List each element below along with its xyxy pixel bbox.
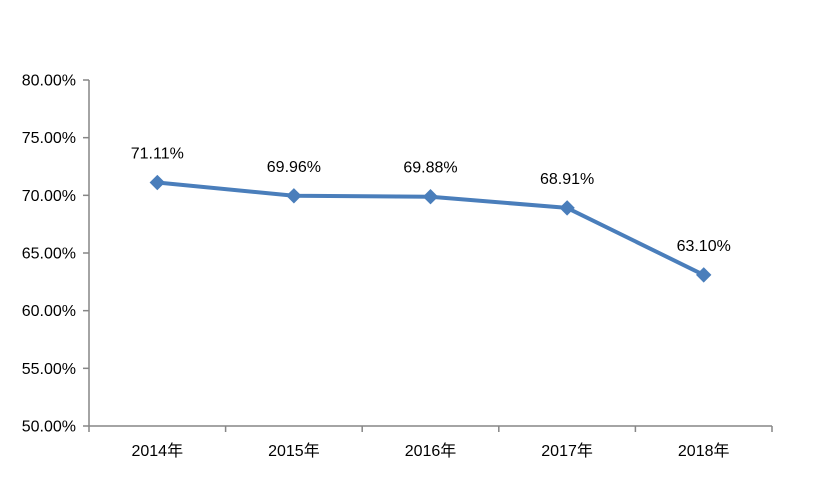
data-label: 69.96%	[267, 159, 321, 176]
y-axis: 50.00% 55.00% 60.00% 65.00% 70.00% 75.00% 80.0…	[22, 73, 90, 436]
data-point-marker	[286, 188, 302, 204]
x-axis: 2014年 2015年 2016年 2017年 2018年	[88, 425, 773, 460]
x-tick-label: 2015年	[268, 442, 320, 460]
data-label: 63.10%	[677, 238, 731, 255]
y-tick-label: 70.00%	[22, 188, 76, 205]
x-tick-label: 2017年	[541, 442, 593, 460]
y-tick-label: 50.00%	[22, 419, 76, 436]
y-tick-label: 65.00%	[22, 246, 76, 263]
y-tick-label: 80.00%	[22, 73, 76, 90]
series-group	[149, 174, 712, 283]
data-point-marker	[559, 200, 575, 216]
x-tick-label: 2016年	[405, 442, 457, 460]
y-tick-label: 55.00%	[22, 361, 76, 378]
data-label: 71.11%	[131, 146, 184, 163]
data-label: 68.91%	[540, 171, 594, 188]
data-label: 69.88%	[403, 160, 457, 177]
y-tick-label: 75.00%	[22, 130, 76, 147]
data-point-marker	[695, 267, 712, 283]
y-tick-label: 60.00%	[22, 303, 76, 320]
x-tick-label: 2014年	[131, 442, 183, 460]
data-labels: 71.11% 69.96% 69.88% 68.91% 63.10%	[131, 146, 731, 255]
x-tick-label: 2018年	[678, 442, 730, 460]
data-point-marker	[149, 174, 166, 191]
data-point-marker	[422, 189, 439, 205]
